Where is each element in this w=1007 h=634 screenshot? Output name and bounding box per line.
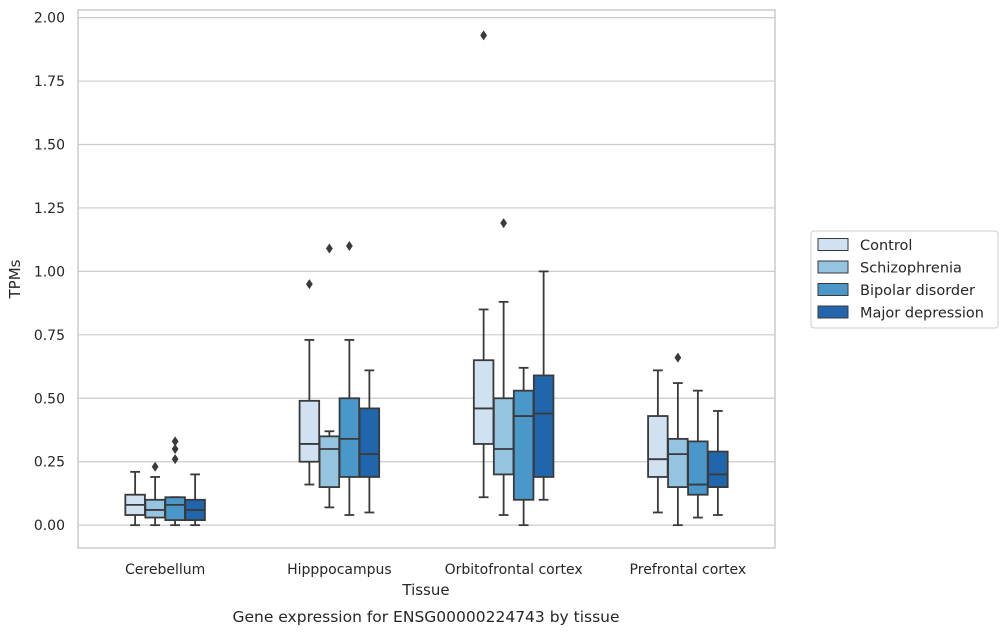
- legend-label: Bipolar disorder: [860, 283, 975, 299]
- legend-label: Major depression: [860, 306, 984, 322]
- outlier-point: [171, 454, 179, 465]
- chart-caption: Gene expression for ENSG00000224743 by t…: [232, 608, 619, 626]
- x-tick-label: Orbitofrontal cortex: [445, 562, 583, 578]
- box-body: [358, 407, 381, 478]
- outlier-point: [500, 218, 508, 229]
- box-3-3: [707, 410, 729, 516]
- y-axis-label: TPMs: [6, 259, 24, 299]
- legend-swatch: [817, 305, 849, 319]
- y-tick-label: 0.00: [34, 518, 65, 534]
- outlier-point: [171, 436, 179, 447]
- outlier-point: [480, 30, 488, 41]
- box-1-3: [667, 352, 689, 527]
- box-groups: [124, 30, 729, 527]
- box-3-2: [532, 270, 555, 501]
- legend: Control Schizophrenia Bipolar disorder Majo…: [810, 230, 999, 329]
- y-tick-label: 0.50: [34, 391, 65, 407]
- box-body: [318, 435, 341, 488]
- x-tick-labels: Cerebellum Hipppocampus Orbitofrontal cort…: [125, 562, 746, 578]
- box-0-3: [647, 369, 669, 514]
- box-2-3: [687, 389, 709, 519]
- box-body: [144, 498, 166, 519]
- outlier-point: [305, 279, 313, 290]
- box-0-2: [472, 30, 495, 499]
- legend-swatch: [817, 238, 849, 251]
- box-body: [164, 496, 186, 521]
- box-0-0: [124, 470, 146, 527]
- box-3-0: [184, 473, 206, 527]
- x-tick-label: Prefrontal cortex: [630, 562, 747, 578]
- y-tick-label: 0.25: [34, 455, 65, 471]
- box-body: [338, 397, 361, 478]
- outlier-point: [325, 243, 333, 254]
- box-body: [298, 399, 321, 463]
- box-body: [647, 415, 669, 478]
- legend-label: Schizophrenia: [860, 261, 962, 277]
- box-3-1: [358, 369, 381, 514]
- y-tick-label: 2.00: [34, 11, 65, 27]
- legend-frame: [810, 230, 999, 329]
- box-body: [667, 437, 689, 488]
- y-tick-label: 1.00: [34, 264, 65, 280]
- y-tick-label: 1.25: [34, 201, 65, 217]
- y-tick-labels: 0.00 0.25 0.50 0.75 1.00 1.25 1.50 1.75 2.00: [34, 11, 65, 535]
- box-0-1: [298, 279, 321, 486]
- box-body: [472, 359, 495, 445]
- outlier-point: [151, 461, 159, 472]
- y-tick-label: 0.75: [34, 328, 65, 344]
- box-body: [512, 389, 535, 501]
- outlier-point: [171, 444, 179, 455]
- legend-swatch: [817, 283, 849, 296]
- y-tick-label: 1.50: [34, 138, 65, 154]
- legend-swatch: [817, 260, 849, 274]
- x-axis-label: Tissue: [401, 581, 449, 599]
- outlier-point: [345, 241, 353, 252]
- box-body: [492, 397, 515, 476]
- legend-label: Control: [860, 238, 912, 254]
- box-2-0: [164, 436, 186, 527]
- box-body: [687, 440, 709, 496]
- outlier-point: [674, 352, 682, 363]
- y-tick-label: 1.75: [34, 74, 65, 90]
- x-tick-label: Cerebellum: [125, 562, 205, 578]
- x-tick-label: Hipppocampus: [287, 562, 392, 578]
- box-body: [532, 374, 555, 478]
- box-body: [707, 450, 729, 488]
- plot-frame: [77, 9, 776, 549]
